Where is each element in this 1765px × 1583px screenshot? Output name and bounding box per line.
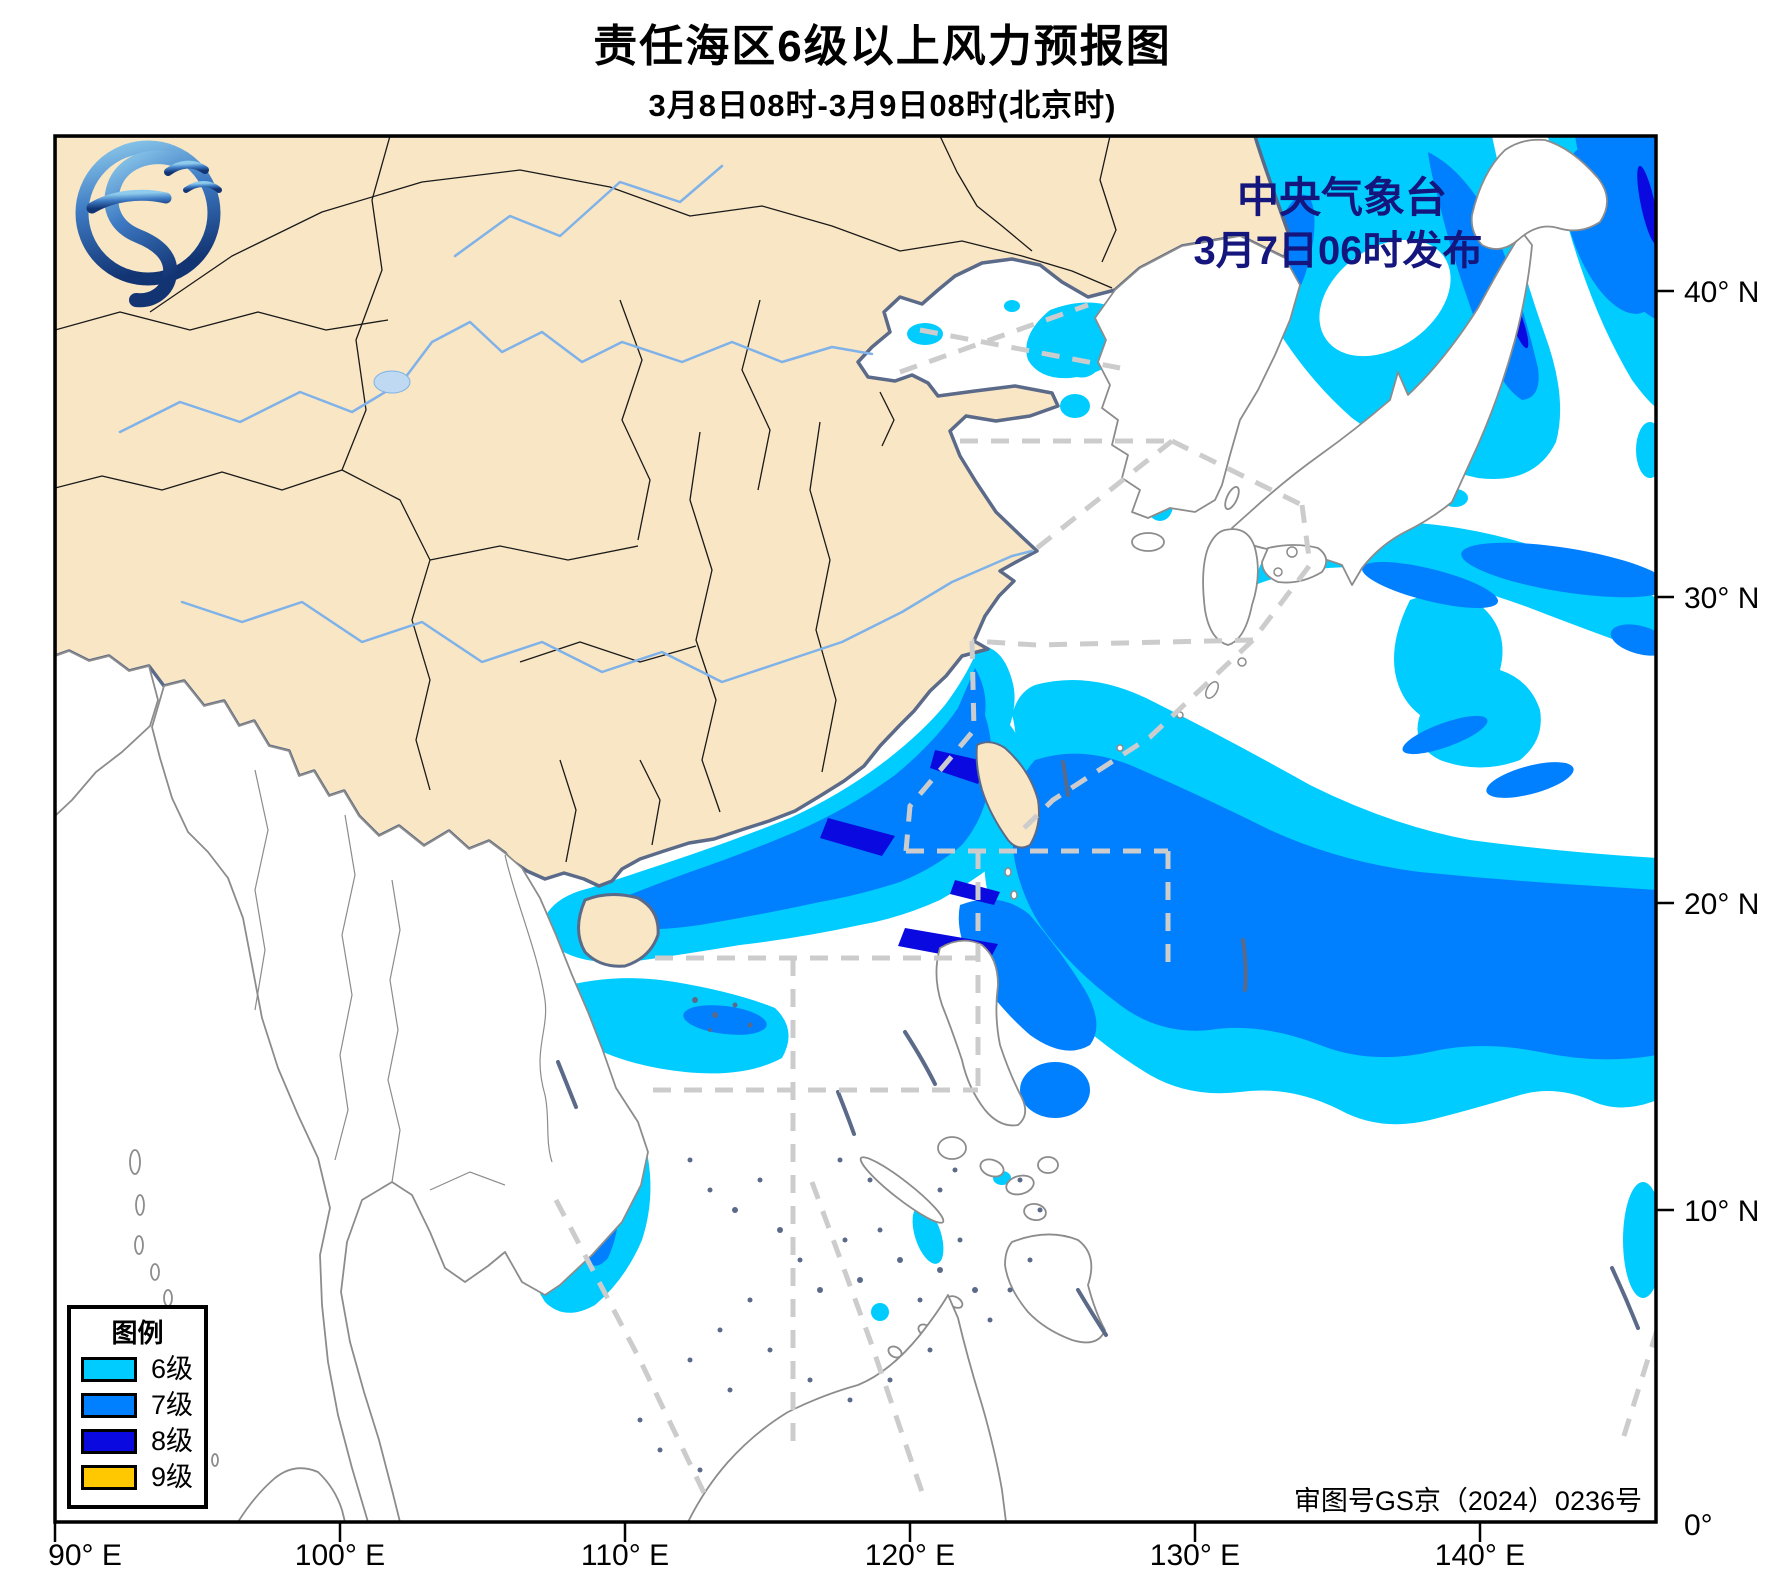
reef-strokes <box>556 760 1640 1337</box>
legend-label-9: 9级 <box>151 1462 194 1492</box>
legend-row-8: 8级 <box>71 1428 204 1455</box>
map-frame <box>53 134 1658 1524</box>
legend-swatch-9 <box>81 1465 137 1490</box>
wind-hole <box>1319 239 1451 357</box>
luzon <box>935 939 1027 1127</box>
cma-logo <box>75 140 222 308</box>
x-tick-130e: 130° E <box>1150 1539 1240 1572</box>
legend-row-6: 6级 <box>71 1356 204 1383</box>
legend-swatch-6 <box>81 1357 137 1382</box>
honshu <box>1231 231 1533 586</box>
kyushu <box>1202 528 1259 646</box>
province-borders <box>55 136 1117 863</box>
issuer-line2: 3月7日06时发布 <box>1194 229 1483 273</box>
issuer-annotation: 中央气象台 3月7日06时发布 <box>1194 174 1483 273</box>
y-tick-10n: 10° N <box>1684 1195 1759 1228</box>
legend-label-6: 6级 <box>151 1354 194 1384</box>
legend: 图例 6级 7级 8级 9级 <box>67 1305 208 1509</box>
x-tick-90e: 90° E <box>48 1539 122 1572</box>
x-tick-100e: 100° E <box>295 1539 385 1572</box>
qinghai-lake <box>373 370 411 394</box>
legend-row-9: 9级 <box>71 1464 204 1491</box>
taiwan-island <box>975 741 1040 849</box>
hainan-island <box>577 893 660 968</box>
legend-swatch-7 <box>81 1393 137 1418</box>
korea-peninsula <box>1094 235 1301 519</box>
rivers <box>118 164 1034 684</box>
sumatra <box>237 1467 346 1522</box>
borneo <box>687 1294 1007 1522</box>
india <box>55 650 159 817</box>
legend-row-7: 7级 <box>71 1392 204 1419</box>
y-tick-0: 0° <box>1684 1509 1713 1542</box>
indochina <box>151 680 649 1522</box>
issuer-line1: 中央气象台 <box>1237 174 1447 221</box>
foreign-internal-borders <box>254 769 553 1191</box>
page-title: 责任海区6级以上风力预报图 <box>593 22 1172 71</box>
map-license: 审图号GS京（2024）0236号 <box>1294 1486 1642 1516</box>
foreign-land <box>55 138 1608 1522</box>
page-subtitle: 3月8日08时-3月9日08时(北京时) <box>648 88 1117 123</box>
x-tick-120e: 120° E <box>865 1539 955 1572</box>
legend-label-7: 7级 <box>151 1390 194 1420</box>
hokkaido <box>1470 138 1608 250</box>
legend-title: 图例 <box>111 1318 164 1348</box>
y-tick-40n: 40° N <box>1684 276 1759 309</box>
axis-labels: 90° E 100° E 110° E 120° E 130° E 140° E… <box>48 276 1759 1572</box>
legend-swatch-8 <box>81 1429 137 1454</box>
x-tick-140e: 140° E <box>1435 1539 1525 1572</box>
axis-ticks <box>53 289 1674 1542</box>
legend-label-8: 8级 <box>151 1426 194 1456</box>
header: 责任海区6级以上风力预报图 3月8日08时-3月9日08时(北京时) <box>0 0 1765 125</box>
palawan <box>859 1156 945 1224</box>
reef-dots <box>637 997 1043 1473</box>
x-tick-110e: 110° E <box>581 1539 669 1572</box>
y-tick-20n: 20° N <box>1684 888 1759 921</box>
y-tick-30n: 30° N <box>1684 582 1759 615</box>
zone-boundaries <box>553 302 1656 1497</box>
